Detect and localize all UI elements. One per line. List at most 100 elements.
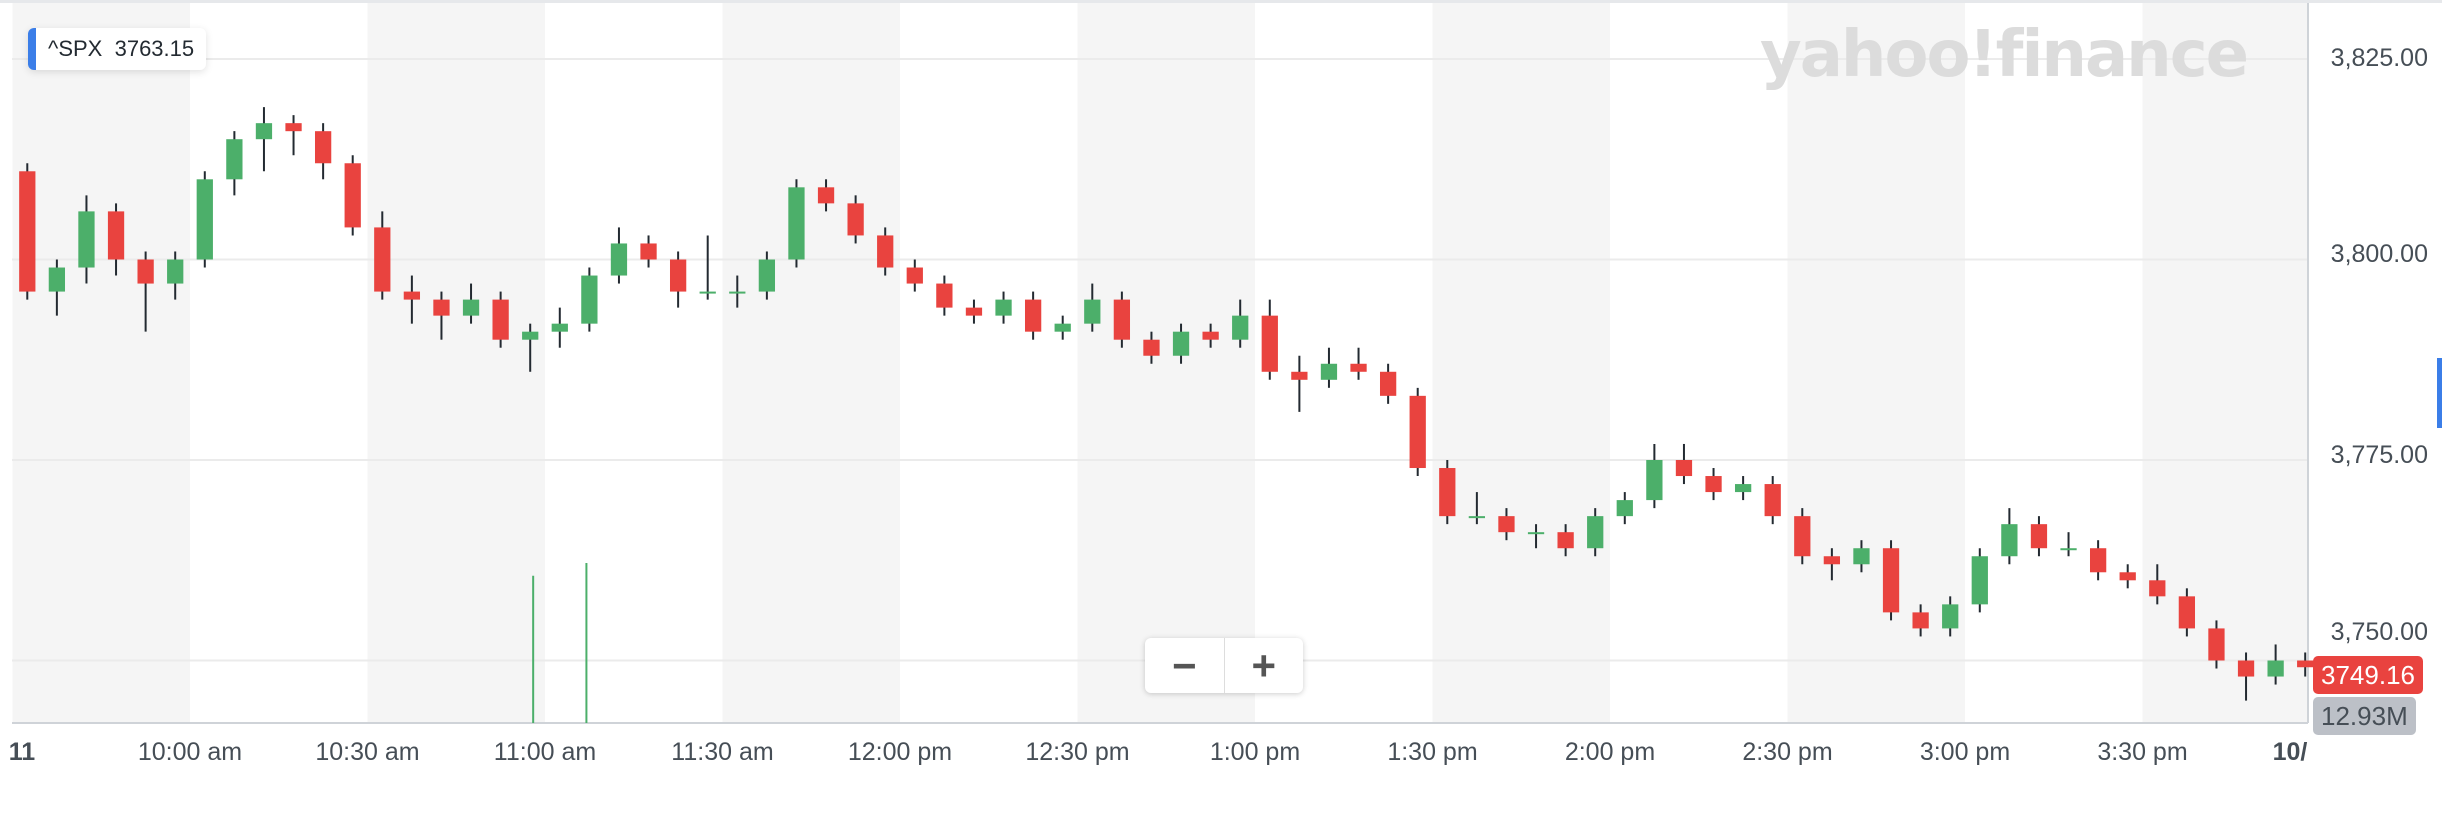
candle-body bbox=[19, 171, 36, 292]
candle-body bbox=[906, 267, 923, 284]
candle-body bbox=[196, 179, 213, 260]
candle-body bbox=[374, 227, 391, 292]
candle-body bbox=[1202, 331, 1219, 340]
x-tick-label: 10:00 am bbox=[137, 738, 243, 766]
candle-body bbox=[788, 187, 805, 260]
x-tick-label: 3:00 pm bbox=[1919, 738, 2011, 766]
candle-body bbox=[581, 275, 598, 324]
y-tick-label: 3,800.00 bbox=[2330, 240, 2428, 268]
candle-body bbox=[877, 235, 894, 268]
candle-body bbox=[226, 139, 243, 180]
candle-body bbox=[462, 299, 480, 316]
candle-body bbox=[137, 259, 154, 284]
candle-body bbox=[1912, 612, 1929, 629]
candle-body bbox=[669, 259, 687, 292]
candle-body bbox=[1942, 604, 1959, 629]
y-tick-label: 3,775.00 bbox=[2330, 441, 2428, 469]
candle-body bbox=[1498, 516, 1515, 533]
candle-body bbox=[610, 243, 628, 276]
candle-body bbox=[1557, 532, 1574, 549]
time-band bbox=[1787, 3, 1965, 723]
x-tick-label: 11:30 am bbox=[671, 738, 774, 766]
candle-body bbox=[1853, 548, 1870, 565]
candle-body bbox=[403, 291, 421, 300]
zoom-in-button[interactable]: + bbox=[1223, 638, 1304, 693]
candle-body bbox=[758, 259, 776, 292]
candle-body bbox=[1172, 331, 1190, 356]
candle-body bbox=[1439, 468, 1456, 517]
x-tick-label: 10/ bbox=[2272, 738, 2308, 766]
time-band bbox=[2142, 3, 2308, 723]
x-tick-label: 12:00 pm bbox=[847, 738, 953, 766]
candle-body bbox=[1261, 315, 1278, 372]
candle-body bbox=[1232, 315, 1249, 340]
last-price-tag: 3749.16 bbox=[2313, 656, 2423, 694]
volume-tag: 12.93M bbox=[2313, 697, 2416, 735]
candle-body bbox=[1616, 500, 1633, 517]
candle-body bbox=[2208, 628, 2225, 661]
candle-body bbox=[936, 283, 953, 308]
candle-body bbox=[2149, 580, 2166, 597]
candle-body bbox=[1734, 484, 1752, 493]
candle-body bbox=[1794, 516, 1811, 557]
time-band bbox=[722, 3, 900, 723]
candle-body bbox=[1468, 516, 1486, 519]
candle-body bbox=[1024, 299, 1042, 332]
candle-body bbox=[2178, 596, 2196, 629]
top-border bbox=[0, 0, 2442, 3]
candle-body bbox=[699, 291, 716, 294]
candle-body bbox=[1379, 371, 1397, 396]
x-tick-label: 1:00 pm bbox=[1209, 738, 1301, 766]
candle-body bbox=[965, 307, 983, 316]
symbol-legend[interactable]: ^SPX 3763.15 bbox=[28, 28, 207, 70]
candle-body bbox=[1054, 323, 1071, 332]
x-tick-label: 3:30 pm bbox=[2097, 738, 2188, 766]
x-tick-label: 2:00 pm bbox=[1564, 738, 1656, 766]
candle-body bbox=[1291, 371, 1308, 380]
candle-body bbox=[314, 131, 332, 164]
candle-body bbox=[48, 267, 66, 292]
candle-body bbox=[285, 123, 302, 132]
x-tick-label: 1:30 pm bbox=[1387, 738, 1478, 766]
candle-body bbox=[1084, 299, 1101, 324]
x-tick-label: 12:30 pm bbox=[1025, 738, 1130, 766]
candle-body bbox=[1646, 460, 1663, 501]
series-color-marker bbox=[28, 28, 36, 70]
legend-value: 3763.15 bbox=[114, 36, 195, 61]
x-tick-label: 11:00 am bbox=[493, 738, 597, 766]
candle-body bbox=[2119, 572, 2136, 581]
candle-body bbox=[78, 211, 95, 268]
candle-body bbox=[995, 299, 1012, 316]
scroll-handle[interactable] bbox=[2437, 358, 2442, 428]
candle-body bbox=[433, 299, 450, 316]
candle-body bbox=[1882, 548, 1900, 613]
candle-body bbox=[344, 163, 361, 228]
candle-body bbox=[167, 259, 184, 284]
candle-body bbox=[255, 123, 273, 140]
candle-body bbox=[2267, 660, 2284, 677]
time-band bbox=[367, 3, 545, 723]
candle-body bbox=[1764, 484, 1781, 517]
candle-body bbox=[817, 187, 835, 204]
candle-body bbox=[1587, 516, 1604, 549]
candle-body bbox=[1113, 299, 1131, 340]
candle-body bbox=[551, 323, 568, 332]
candle-body bbox=[1350, 363, 1367, 372]
candle-body bbox=[522, 331, 539, 340]
candle-body bbox=[1143, 339, 1160, 356]
candle-body bbox=[1823, 556, 1841, 565]
candle-body bbox=[2297, 660, 2314, 668]
candle-body bbox=[2060, 548, 2077, 551]
candle-body bbox=[1971, 556, 1988, 605]
candle-body bbox=[640, 243, 657, 260]
legend-symbol: ^SPX bbox=[48, 36, 103, 61]
candle-body bbox=[847, 203, 864, 236]
y-tick-label: 3,750.00 bbox=[2330, 618, 2428, 646]
candle-body bbox=[2030, 524, 2048, 549]
candle-body bbox=[107, 211, 125, 260]
zoom-controls: − + bbox=[1145, 638, 1303, 693]
zoom-out-button[interactable]: − bbox=[1171, 641, 1197, 689]
candle-body bbox=[1527, 532, 1545, 535]
x-tick-label: 10:30 am bbox=[315, 738, 420, 766]
